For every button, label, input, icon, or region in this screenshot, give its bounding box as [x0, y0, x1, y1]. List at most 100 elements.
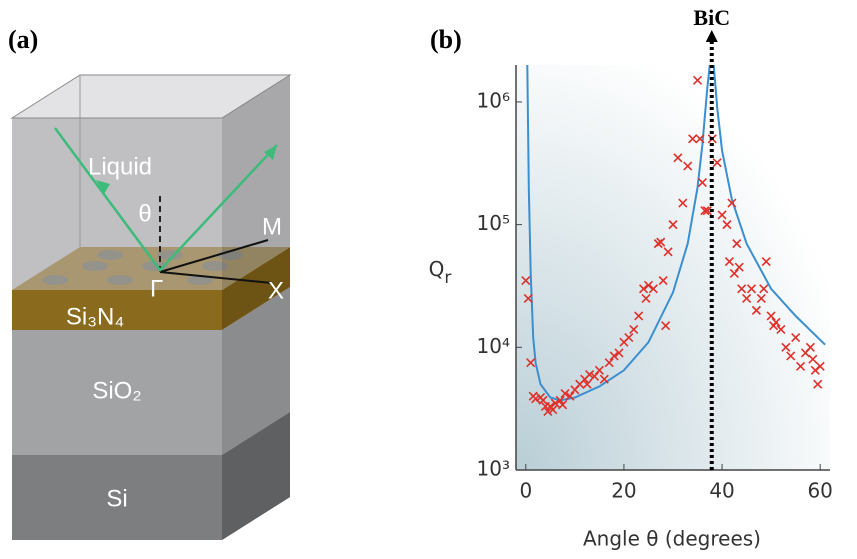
data-point: [702, 206, 712, 216]
y-axis-label-main: Q: [429, 257, 445, 281]
panel-label: (a): [8, 25, 38, 54]
data-point: [808, 354, 818, 364]
y-tick-label: 10⁴: [477, 334, 510, 358]
data-point: [727, 198, 737, 208]
data-point: [697, 178, 708, 188]
data-point: [523, 293, 533, 304]
data-point: [722, 220, 732, 230]
label: X: [268, 277, 284, 304]
data-point: [813, 379, 823, 389]
x-tick-label: 60: [807, 479, 832, 503]
data-point: [791, 333, 801, 343]
data-point: [624, 333, 634, 343]
data-point: [609, 351, 619, 361]
data-point: [555, 395, 565, 405]
data-point: [746, 284, 757, 294]
data-point: [795, 361, 806, 371]
data-point: [585, 369, 595, 380]
liquid-front: [12, 118, 222, 290]
data-point: [759, 284, 769, 294]
data-point: [589, 371, 600, 381]
data-point: [732, 239, 742, 249]
data-point: [737, 284, 747, 294]
data-point: [742, 293, 752, 304]
data-point: [771, 317, 781, 327]
data-point: [692, 75, 703, 85]
data-point: [688, 134, 698, 144]
data-point: [548, 405, 558, 415]
data-point: [786, 351, 796, 361]
x-tick-label: 20: [611, 479, 636, 503]
bic-arrowhead: [705, 30, 718, 42]
data-point: [673, 153, 683, 163]
data-point: [629, 324, 639, 334]
data-point: [712, 158, 722, 168]
y-axis-label-sub: r: [444, 268, 451, 288]
fit-curve: [526, 65, 826, 402]
arrowhead: [264, 145, 277, 160]
data-point: [678, 198, 688, 208]
data-point: [815, 361, 825, 371]
plot-background: [516, 65, 830, 470]
label: M: [262, 213, 282, 240]
data-point: [700, 206, 710, 216]
annotation: BiC: [693, 5, 730, 30]
gamma-x: [159, 271, 273, 284]
sio2-layer: [12, 330, 222, 455]
si-layer: [12, 455, 222, 540]
ray: [53, 127, 278, 272]
label: SiO₂: [92, 377, 141, 404]
data-point: [781, 342, 791, 352]
label: Γ: [150, 275, 163, 302]
si3n4-side: [222, 247, 290, 330]
y-tick-label: 10⁶: [477, 88, 510, 112]
data-point: [729, 268, 739, 279]
layer-stack: [10, 74, 292, 540]
data-point: [634, 311, 644, 321]
y-tick-label: 10⁵: [477, 211, 510, 235]
data-point: [776, 324, 786, 334]
label: Si₃N₄: [66, 303, 124, 330]
plot: [521, 65, 826, 417]
liquid-side: [222, 75, 290, 290]
si3n4-layer: [12, 290, 222, 330]
data-point: [543, 406, 553, 417]
liquid-top: [10, 74, 292, 119]
data-point: [641, 293, 651, 304]
data-point: [594, 365, 604, 375]
data-point: [663, 247, 673, 257]
label: θ: [138, 200, 151, 227]
data-point: [766, 311, 776, 321]
data-point: [521, 275, 531, 286]
gamma-m: [159, 239, 269, 273]
data-point: [560, 388, 570, 399]
data-point: [734, 262, 744, 272]
data-point: [565, 391, 575, 401]
data-point: [695, 134, 705, 144]
data-point: [643, 280, 654, 290]
data-point: [648, 284, 658, 294]
data-point: [724, 256, 734, 267]
arrowhead: [96, 180, 110, 194]
data-point: [756, 293, 766, 304]
label: Liquid: [88, 153, 152, 180]
data-point: [761, 256, 771, 267]
data-point: [604, 358, 614, 368]
si-side: [222, 412, 290, 540]
data-point: [668, 220, 678, 230]
panel-label: (b): [430, 25, 462, 54]
data-point: [683, 161, 693, 171]
x-tick-label: 0: [519, 479, 532, 503]
data-point: [599, 374, 609, 384]
data-point: [658, 275, 668, 286]
x-axis-label: Angle θ (degrees): [583, 527, 761, 551]
label: Si: [106, 485, 127, 512]
data-point: [661, 321, 671, 331]
data-point: [582, 379, 592, 389]
data-point: [751, 305, 761, 315]
y-tick-label: 10³: [477, 457, 510, 481]
data-point: [558, 400, 568, 410]
data-point: [717, 210, 727, 220]
data-point: [550, 398, 560, 408]
